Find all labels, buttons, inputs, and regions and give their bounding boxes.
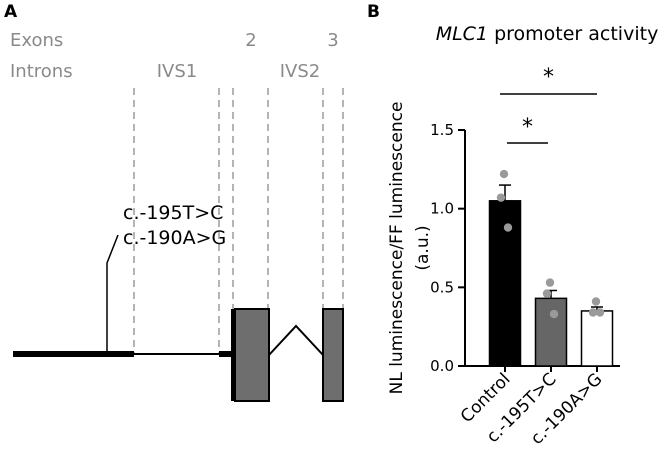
data-point xyxy=(499,169,509,179)
data-point xyxy=(545,278,555,287)
introns-row-label: Introns xyxy=(10,61,73,82)
data-point xyxy=(595,308,605,317)
y-tick-label: 0.5 xyxy=(430,278,454,296)
exon-3-box xyxy=(322,308,344,402)
exon-label-3: 3 xyxy=(327,30,338,51)
y-tick-label: 0.0 xyxy=(430,357,454,375)
exon-1-utr xyxy=(13,351,134,357)
chart-title-gene: MLC1 xyxy=(436,23,488,45)
y-tick-label: 1.0 xyxy=(430,200,454,218)
data-point xyxy=(549,309,559,319)
y-axis-label-line2: (a.u.) xyxy=(413,225,433,270)
y-tick-label: 1.5 xyxy=(430,121,454,139)
data-point xyxy=(496,193,506,202)
panel-b: B MLC1 promoter activity NL luminescence… xyxy=(367,2,658,449)
chart-title-rest: promoter activity xyxy=(488,23,658,45)
panel-a: A Exons Introns 2 3 IVS1 IVS2 c.-1 xyxy=(4,2,344,402)
significance-star: * xyxy=(543,65,554,90)
exon-2-utr xyxy=(219,351,233,357)
y-axis-label-line1: NL luminescence/FF luminescence xyxy=(387,102,407,395)
data-point xyxy=(591,297,601,306)
data-point xyxy=(542,289,552,298)
chart-title: MLC1 promoter activity xyxy=(436,23,659,45)
data-point xyxy=(503,223,513,232)
significance-star: * xyxy=(522,115,533,140)
exons-row-label: Exons xyxy=(10,30,63,51)
data-point xyxy=(588,308,598,317)
intron-label-ivs2: IVS2 xyxy=(280,61,321,82)
bar xyxy=(580,310,614,367)
intron-label-ivs1: IVS1 xyxy=(157,61,198,82)
exon-label-2: 2 xyxy=(245,30,256,51)
intron-2-splice xyxy=(268,324,324,356)
variant-label-190: c.-190A>G xyxy=(123,227,226,249)
variant-label-195: c.-195T>C xyxy=(123,202,223,224)
exon-2-box xyxy=(234,308,270,402)
panel-a-label: A xyxy=(4,2,18,22)
variant-pointer xyxy=(106,234,119,352)
panel-b-label: B xyxy=(367,2,380,22)
bar xyxy=(534,297,568,367)
